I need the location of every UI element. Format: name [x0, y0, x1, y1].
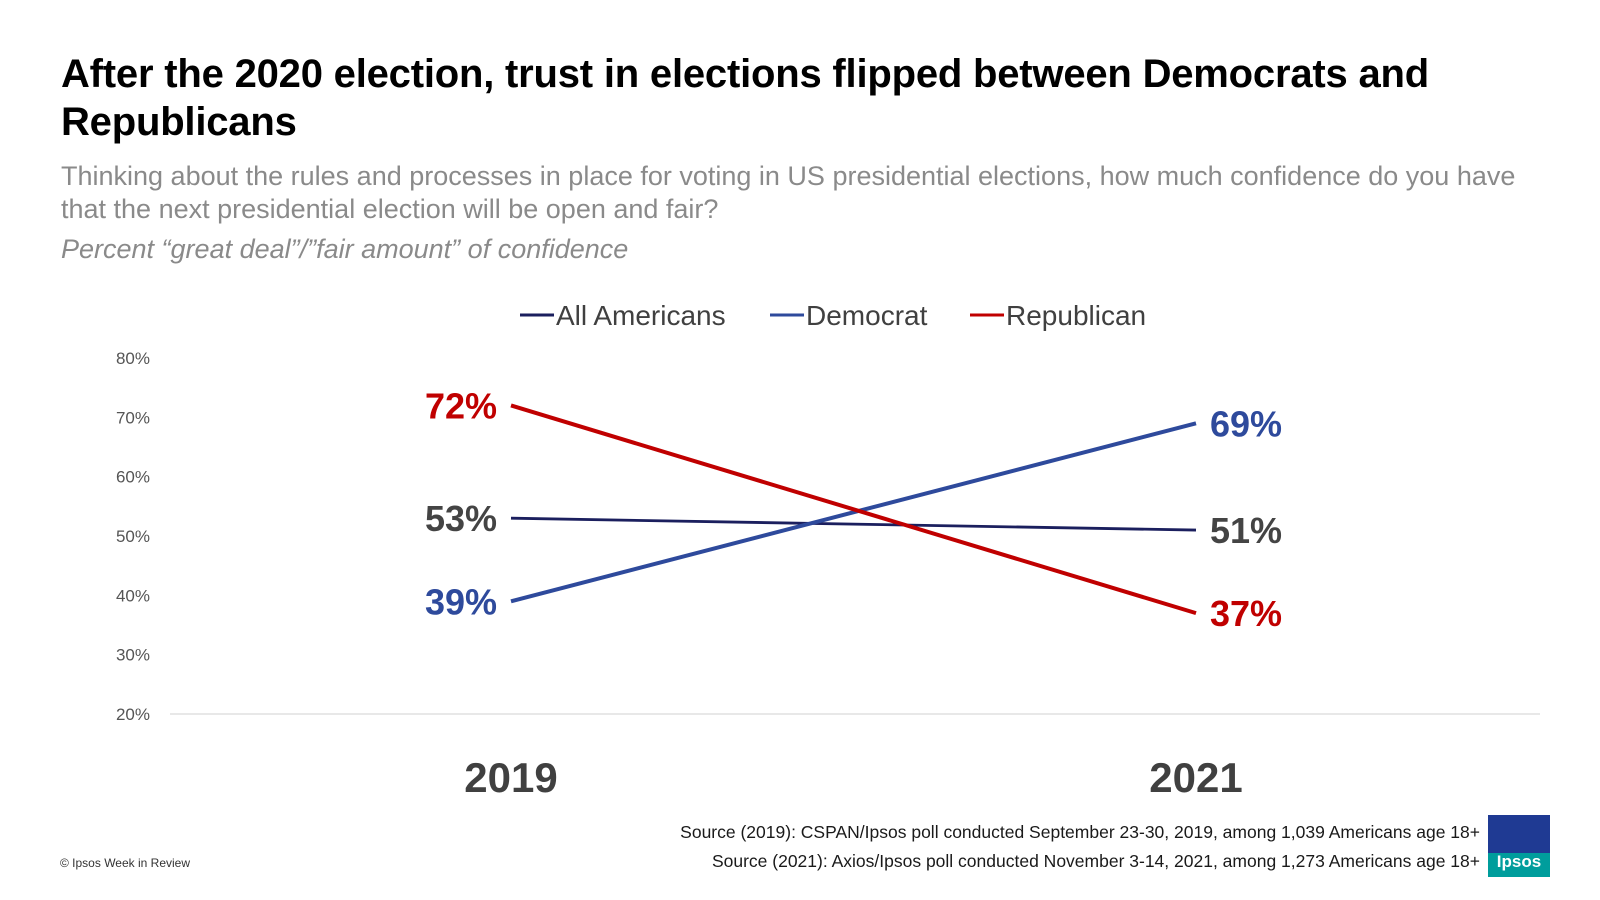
y-tick-label-30: 30% — [116, 646, 150, 665]
chart-subtitle: Thinking about the rules and processes i… — [61, 161, 1516, 224]
y-tick-label-50: 50% — [116, 527, 150, 546]
chart-legend: All Americans Democrat Republican — [520, 300, 1146, 331]
data-label-all-americans-2021: 51% — [1210, 510, 1282, 551]
y-tick-label-20: 20% — [116, 705, 150, 724]
data-label-democrat-2019: 39% — [425, 581, 497, 622]
x-tick-label-2019: 2019 — [464, 754, 557, 801]
ipsos-logo: Ipsos — [1488, 815, 1550, 877]
data-label-all-americans-2019: 53% — [425, 498, 497, 539]
data-labels: 53% 51% 39% 69% 72% 37% — [425, 385, 1282, 634]
y-tick-label-70: 70% — [116, 408, 150, 427]
series-line-republican — [510, 403, 1197, 616]
x-tick-label-2021: 2021 — [1149, 754, 1242, 801]
y-axis: 20% 30% 40% 50% 60% 70% 80% — [116, 349, 150, 724]
chart-measure-note: Percent “great deal”/”fair amount” of co… — [61, 234, 629, 264]
logo-mark-icon — [1488, 815, 1550, 853]
legend-label-democrat: Democrat — [806, 300, 928, 331]
chart-title: After the 2020 election, trust in electi… — [61, 52, 1429, 144]
x-axis: 2019 2021 — [170, 713, 1540, 801]
legend-label-republican: Republican — [1006, 300, 1146, 331]
series-line-democrat — [510, 421, 1197, 604]
data-label-republican-2019: 72% — [425, 385, 497, 426]
source-notes: Source (2019): CSPAN/Ipsos poll conducte… — [680, 818, 1480, 876]
legend-label-all-americans: All Americans — [556, 300, 726, 331]
series-line-all-americans — [510, 516, 1197, 532]
source-2021: Source (2021): Axios/Ipsos poll conducte… — [711, 851, 1480, 871]
y-tick-label-40: 40% — [116, 586, 150, 605]
series-lines — [510, 403, 1197, 616]
logo-text: Ipsos — [1496, 852, 1542, 871]
y-tick-label-80: 80% — [116, 349, 150, 368]
copyright-note: © Ipsos Week in Review — [60, 856, 191, 870]
data-label-republican-2021: 37% — [1210, 593, 1282, 634]
y-tick-label-60: 60% — [116, 468, 150, 487]
source-2019: Source (2019): CSPAN/Ipsos poll conducte… — [680, 822, 1480, 842]
data-label-democrat-2021: 69% — [1210, 403, 1282, 444]
